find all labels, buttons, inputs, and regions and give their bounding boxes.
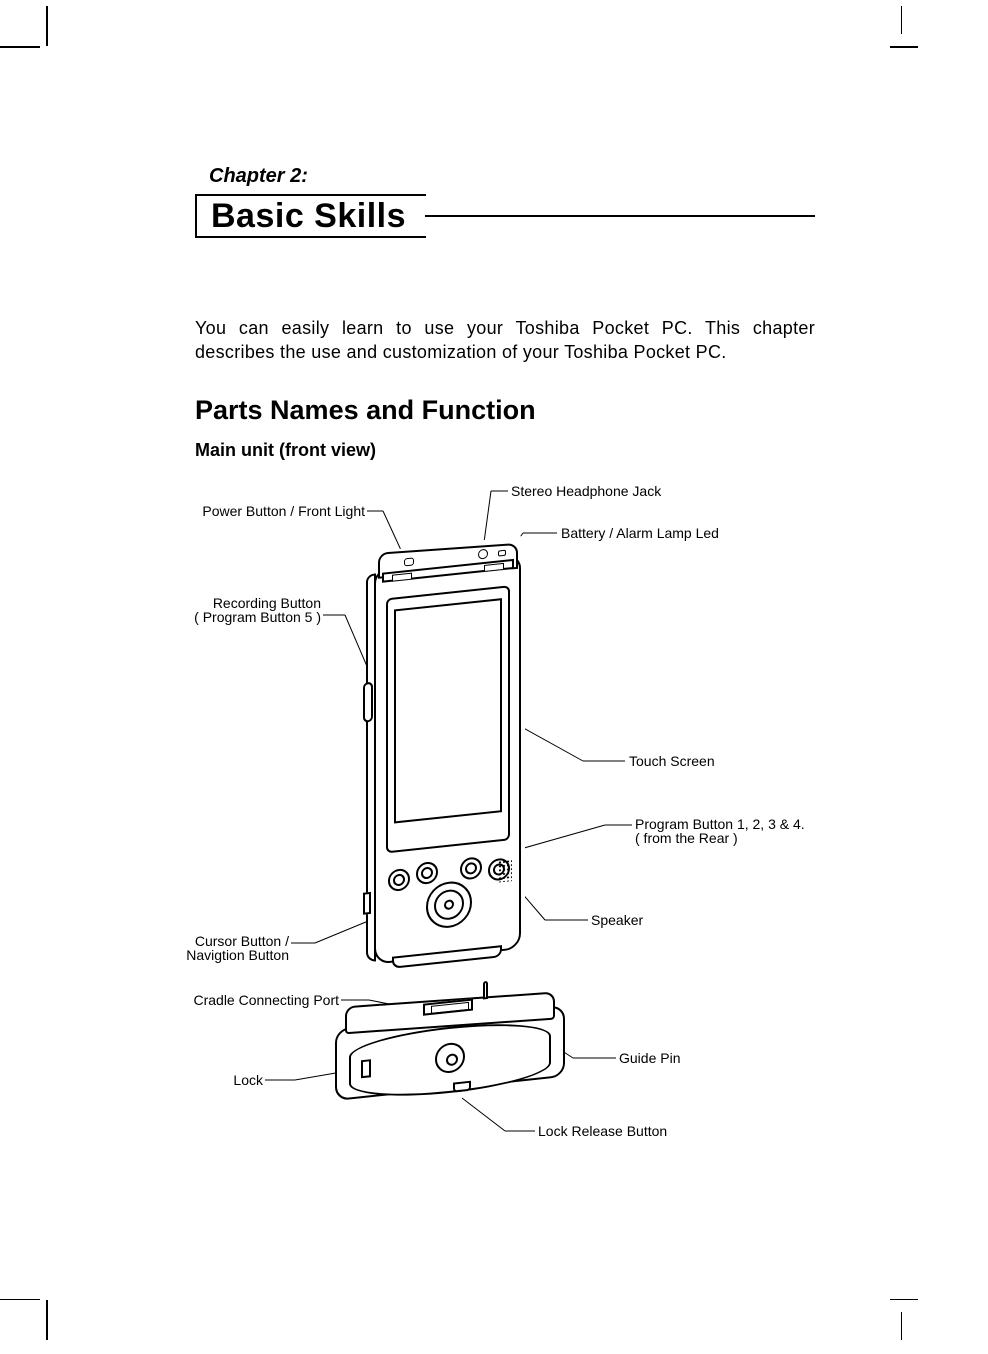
title-box: Basic Skills [195,194,426,238]
label-cradle: Cradle Connecting Port [175,993,339,1008]
label-program-l1: Program Button 1, 2, 3 & 4. [635,816,805,832]
crop-mark [46,1300,48,1340]
label-lock: Lock [175,1073,263,1088]
title-rule [425,215,815,217]
device-illustration [370,535,525,968]
label-speaker: Speaker [591,913,643,928]
label-cursor-l2: Navigtion Button [186,947,289,963]
chapter-label: Chapter 2: [209,165,815,188]
crop-mark [901,6,903,34]
label-program: Program Button 1, 2, 3 & 4. ( from the R… [635,817,805,846]
crop-mark [0,46,40,48]
label-touch: Touch Screen [629,754,715,769]
page-content: Chapter 2: Basic Skills You can easily l… [195,165,815,1171]
intro-paragraph: You can easily learn to use your Toshiba… [195,316,815,365]
crop-mark [901,1312,903,1340]
label-guide: Guide Pin [619,1051,680,1066]
label-program-l2: ( from the Rear ) [635,830,738,846]
label-release: Lock Release Button [538,1124,667,1139]
label-cursor-l1: Cursor Button / [195,933,289,949]
label-recording-l1: Recording Button [213,595,321,611]
page-title: Basic Skills [211,199,406,233]
section-heading: Parts Names and Function [195,395,815,426]
label-battery: Battery / Alarm Lamp Led [561,526,719,541]
crop-mark [0,1299,40,1301]
sub-heading: Main unit (front view) [195,440,815,461]
label-stereo: Stereo Headphone Jack [511,484,661,499]
label-cursor: Cursor Button / Navigtion Button [175,934,289,963]
parts-diagram: Power Button / Front Light Stereo Headph… [175,471,895,1171]
cradle-illustration [335,974,565,1118]
crop-mark [890,1299,918,1301]
title-row: Basic Skills [195,194,815,238]
crop-mark [46,6,48,46]
label-power: Power Button / Front Light [175,504,365,519]
label-recording: Recording Button ( Program Button 5 ) [175,596,321,625]
label-recording-l2: ( Program Button 5 ) [194,609,321,625]
crop-mark [890,46,918,48]
